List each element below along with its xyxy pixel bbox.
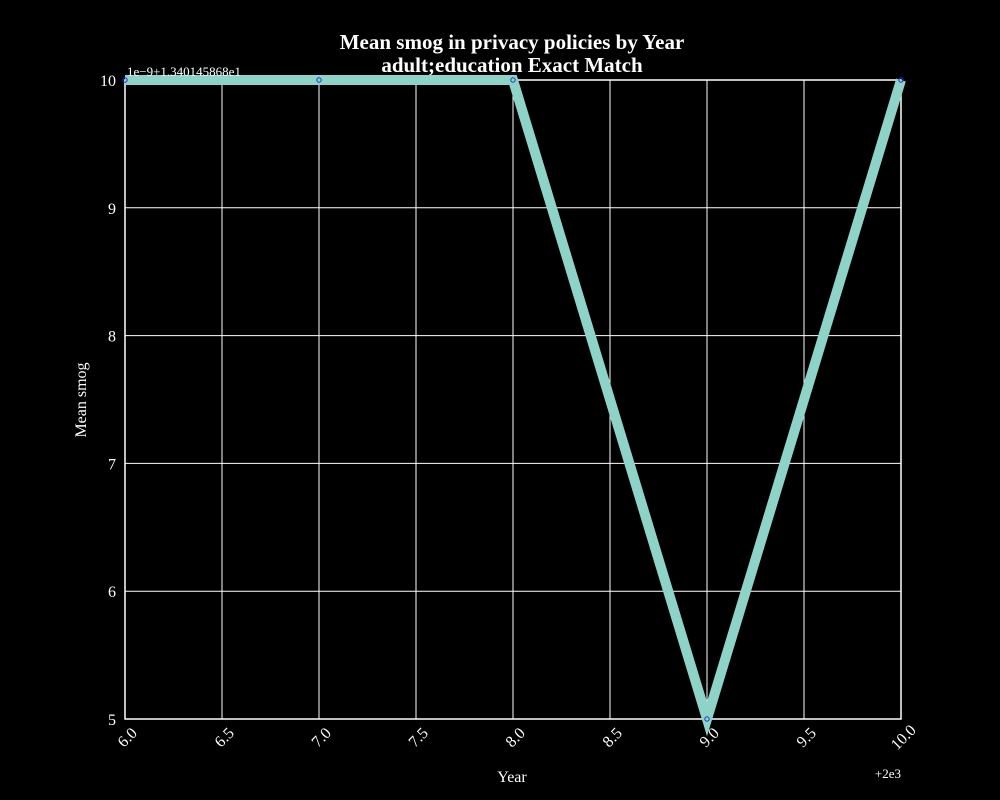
y-tick-label: 9: [108, 201, 116, 218]
x-offset-label: +2e3: [875, 766, 901, 781]
x-tick-label: 9.5: [794, 725, 820, 751]
x-tick-label: 6.0: [115, 725, 141, 751]
series-layer: [122, 75, 906, 737]
data-point: [510, 77, 516, 83]
x-tick-label: 9.0: [697, 725, 723, 751]
x-axis-label: Year: [497, 769, 527, 786]
x-tick-label: 8.0: [503, 725, 529, 751]
y-tick-label: 6: [108, 584, 116, 601]
x-tick-label: 10.0: [888, 722, 920, 754]
x-axis-ticks: 6.0 6.5 7.0 7.5 8.0 8.5 9.0 9.5 10.0: [115, 722, 920, 754]
y-tick-label: 5: [108, 712, 116, 729]
series-line: [125, 75, 906, 737]
data-point: [122, 77, 128, 83]
y-tick-label: 10: [100, 73, 116, 90]
y-axis-label: Mean smog: [73, 362, 90, 437]
y-axis-ticks: 5 6 7 8 9 10: [100, 73, 116, 729]
x-tick-label: 7.0: [309, 725, 335, 751]
y-tick-label: 8: [108, 329, 116, 346]
data-point: [316, 77, 322, 83]
x-tick-label: 8.5: [600, 725, 626, 751]
y-offset-label: 1e−9+1.340145868e1: [127, 64, 241, 79]
chart-subtitle: adult;education Exact Match: [381, 53, 643, 77]
grid: [124, 79, 902, 720]
data-point: [704, 716, 710, 722]
y-tick-label: 7: [108, 456, 116, 473]
chart-title: Mean smog in privacy policies by Year: [340, 30, 685, 54]
data-point: [898, 77, 904, 83]
x-tick-label: 7.5: [406, 725, 432, 751]
x-tick-label: 6.5: [212, 725, 238, 751]
